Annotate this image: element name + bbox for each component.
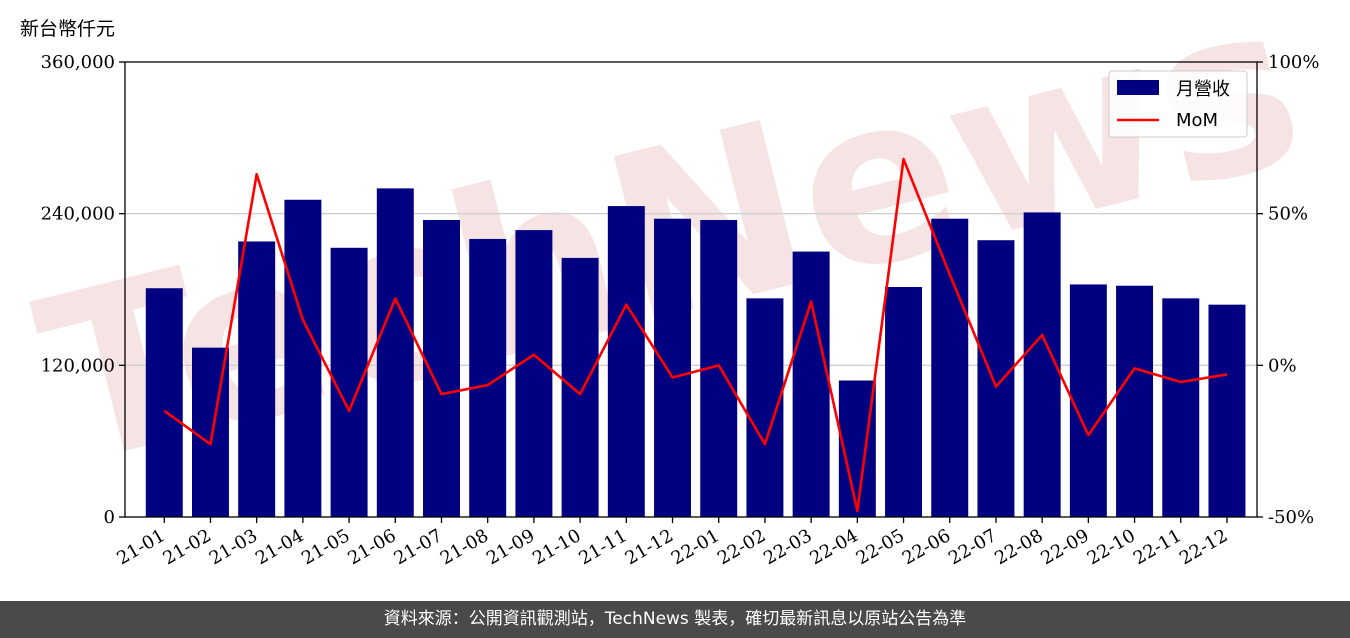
bar-22-03 (792, 251, 830, 518)
y2-tick-label: -50% (1268, 507, 1314, 528)
bar-21-04 (284, 199, 322, 517)
chart-area: TechNews 0120,000240,000360,000-50%0%50%… (18, 0, 1325, 569)
x-tick-label: 21-12 (622, 525, 677, 569)
x-tick-label: 22-06 (899, 525, 954, 569)
x-tick-label: 22-01 (668, 525, 723, 569)
x-tick-label: 22-04 (806, 525, 861, 569)
y-tick-label: 0 (104, 507, 115, 528)
x-tick-label: 21-04 (252, 525, 307, 569)
bar-22-06 (931, 218, 969, 517)
bar-21-11 (607, 206, 645, 518)
x-tick-label: 21-08 (437, 525, 492, 569)
x-tick-label: 21-11 (575, 525, 630, 569)
y-axis-unit-label: 新台幣仟元 (20, 18, 116, 40)
x-tick-label: 22-10 (1084, 525, 1139, 569)
y-tick-label: 120,000 (41, 355, 115, 376)
x-tick-label: 21-05 (298, 525, 353, 569)
bar-21-12 (654, 218, 691, 517)
bar-21-09 (515, 230, 553, 517)
y-tick-label: 240,000 (41, 204, 115, 225)
legend-swatch-bar (1117, 80, 1159, 95)
bar-21-06 (376, 188, 414, 517)
bar-22-10 (1116, 285, 1154, 517)
y2-tick-label: 0% (1268, 355, 1297, 376)
y2-tick-label: 50% (1268, 204, 1308, 225)
x-tick-label: 22-09 (1037, 525, 1092, 569)
mom-line (163, 157, 1228, 513)
x-tick-label: 22-12 (1176, 525, 1231, 569)
bar-22-07 (977, 240, 1015, 518)
bar-series (145, 188, 1246, 518)
bar-21-01 (145, 288, 183, 517)
x-tick-label: 21-10 (529, 525, 584, 569)
bar-22-05 (885, 286, 923, 517)
bar-22-09 (1069, 284, 1107, 517)
x-tick-label: 22-03 (760, 525, 815, 569)
x-tick-label: 22-07 (945, 525, 1000, 569)
y2-tick-label: 100% (1268, 52, 1319, 73)
bar-21-10 (561, 257, 599, 517)
legend-label-revenue: 月營收 (1176, 79, 1230, 100)
x-tick-label: 21-06 (344, 525, 399, 569)
x-tick-label: 21-09 (483, 525, 538, 569)
bar-22-11 (1162, 298, 1200, 517)
x-tick-label: 21-03 (206, 525, 261, 569)
bar-22-12 (1208, 304, 1246, 517)
plot-frame (124, 61, 1258, 518)
x-tick-label: 22-08 (991, 525, 1046, 569)
x-tick-label: 21-02 (160, 525, 215, 569)
mom-line-series (163, 157, 1228, 513)
x-tick-label: 22-11 (1130, 525, 1185, 569)
footer-source-note: 資料來源：公開資訊觀測站，TechNews 製表，確切最新訊息以原站公告為準 (0, 601, 1350, 638)
x-tick-label: 21-07 (391, 525, 446, 569)
bar-21-03 (238, 241, 276, 517)
legend-label-mom: MoM (1176, 110, 1218, 131)
y-tick-label: 360,000 (41, 52, 115, 73)
x-tick-label: 22-05 (853, 525, 908, 569)
legend: 月營收 MoM (1108, 70, 1248, 138)
bar-22-04 (838, 380, 876, 517)
x-tick-label: 22-02 (714, 525, 769, 569)
x-tick-label: 21-01 (113, 525, 168, 569)
